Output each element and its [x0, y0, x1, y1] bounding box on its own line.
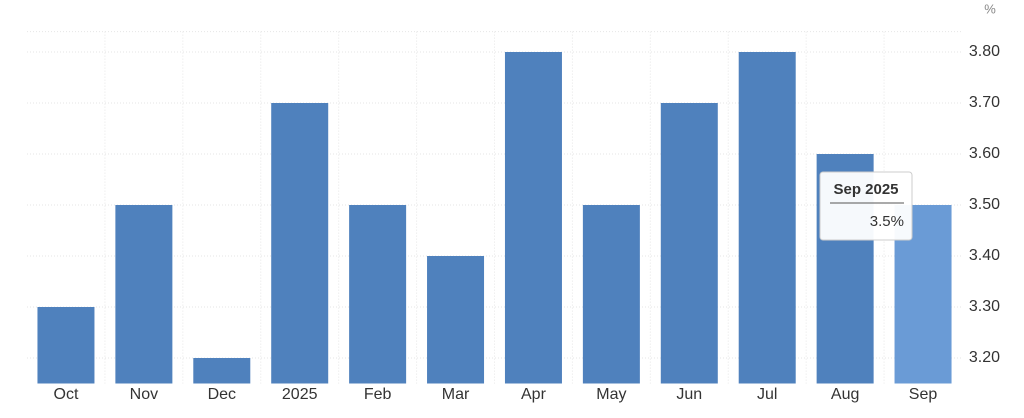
- y-tick-label: 3.60: [969, 145, 1000, 162]
- bar: [427, 256, 485, 384]
- x-tick-label: Jun: [676, 386, 702, 403]
- tooltip-value: 3.5%: [870, 213, 904, 230]
- bar: [660, 103, 718, 384]
- unit-label: %: [984, 1, 996, 16]
- tooltip-box: [819, 171, 913, 241]
- bar: [37, 307, 95, 384]
- y-tick-label: 3.80: [969, 43, 1000, 60]
- x-tick-label: Feb: [364, 386, 392, 403]
- x-tick-label: Apr: [521, 386, 547, 403]
- x-tick-label: Aug: [831, 386, 859, 403]
- bar: [271, 103, 329, 384]
- x-tick-label: Nov: [130, 386, 158, 403]
- x-tick-label: Dec: [208, 386, 236, 403]
- bar: [504, 52, 562, 384]
- x-tick-label: 2025: [282, 386, 318, 403]
- bar: [193, 358, 251, 384]
- x-tick-label: Jul: [757, 386, 777, 403]
- bar: [115, 205, 173, 384]
- bar: [738, 52, 796, 384]
- tooltip-title: Sep 2025: [833, 181, 898, 198]
- tooltip: Sep 2025 3.5%: [819, 171, 913, 241]
- x-tick-label: May: [596, 386, 626, 403]
- bar: [582, 205, 640, 384]
- x-tick-label: Oct: [54, 386, 79, 403]
- y-tick-label: 3.50: [969, 196, 1000, 213]
- y-tick-label: 3.30: [969, 298, 1000, 315]
- y-tick-label: 3.70: [969, 94, 1000, 111]
- bar: [349, 205, 407, 384]
- x-tick-label: Mar: [442, 386, 470, 403]
- y-tick-label: 3.20: [969, 349, 1000, 366]
- y-tick-label: 3.40: [969, 247, 1000, 264]
- x-tick-label: Sep: [909, 386, 938, 403]
